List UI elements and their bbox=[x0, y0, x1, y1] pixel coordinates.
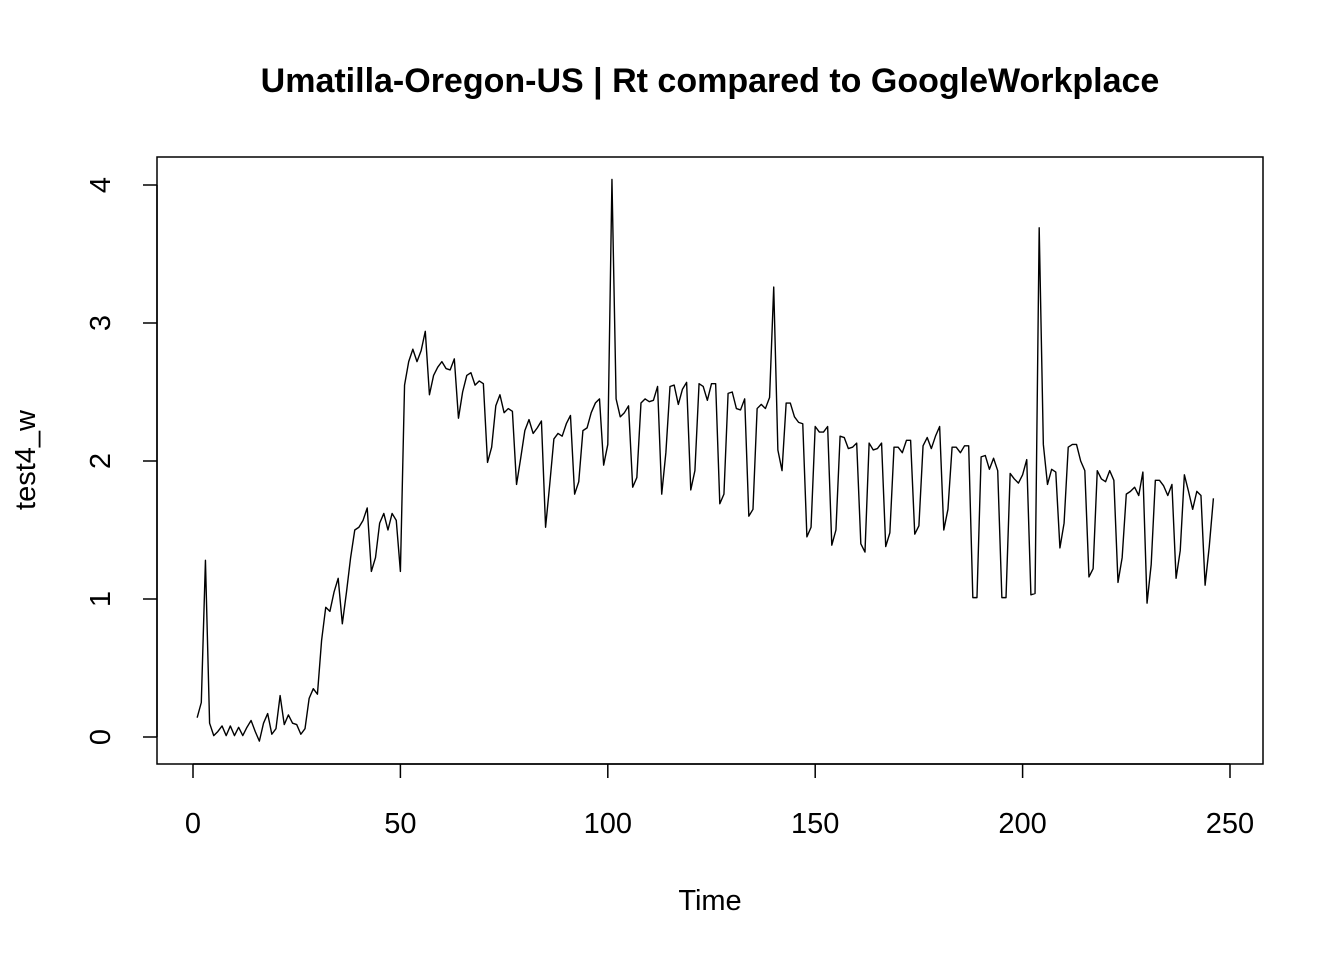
y-axis-label: test4_w bbox=[10, 409, 42, 510]
x-tick-label: 0 bbox=[185, 808, 201, 840]
x-axis-label: Time bbox=[678, 885, 741, 917]
x-tick-label: 200 bbox=[998, 808, 1046, 840]
y-tick-label: 0 bbox=[85, 729, 117, 745]
series-line bbox=[196, 178, 1215, 742]
y-tick-label: 2 bbox=[85, 453, 117, 469]
y-tick-label: 4 bbox=[85, 177, 117, 193]
y-tick-label: 1 bbox=[85, 591, 117, 607]
x-axis: 0 50 100 150 200 250 bbox=[185, 763, 1254, 840]
x-tick-label: 250 bbox=[1206, 808, 1254, 840]
y-axis: 0 1 2 3 4 bbox=[85, 177, 158, 745]
plot-frame bbox=[156, 156, 1264, 765]
x-tick-label: 100 bbox=[584, 808, 632, 840]
x-tick-label: 150 bbox=[791, 808, 839, 840]
x-tick-label: 50 bbox=[384, 808, 416, 840]
y-tick-label: 3 bbox=[85, 315, 117, 331]
chart-title: Umatilla-Oregon-US | Rt compared to Goog… bbox=[261, 62, 1160, 100]
